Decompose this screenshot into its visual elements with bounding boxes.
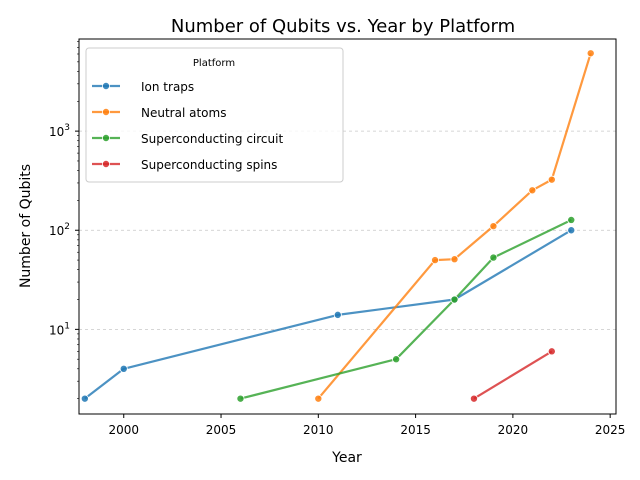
series-line-3 <box>473 350 553 400</box>
legend-marker-3 <box>102 159 111 168</box>
series-line-1 <box>317 52 592 400</box>
point-1-5 <box>547 175 556 184</box>
legend-label-3: Superconducting spins <box>141 158 277 172</box>
point-0-0 <box>80 394 89 403</box>
point-2-0 <box>236 394 245 403</box>
point-2-1 <box>392 355 401 364</box>
x-tick-label-1: 2005 <box>206 423 237 437</box>
point-2-4 <box>567 215 576 224</box>
point-1-2 <box>450 255 459 264</box>
chart-title: Number of Qubits vs. Year by Platform <box>171 16 515 37</box>
y-tick-label-0: 101 <box>49 321 70 337</box>
legend-label-2: Superconducting circuit <box>141 132 283 146</box>
x-tick-label-5: 2025 <box>595 423 626 437</box>
x-tick-label-3: 2015 <box>400 423 431 437</box>
legend-marker-1 <box>102 108 111 117</box>
legend-label-1: Neutral atoms <box>141 106 226 120</box>
point-1-6 <box>586 49 595 58</box>
legend-label-0: Ion traps <box>141 80 194 94</box>
series-2 <box>236 215 576 403</box>
legend-title: Platform <box>193 58 235 69</box>
y-axis-label: Number of Qubits <box>18 164 34 288</box>
legend: Platform Ion traps Neutral atoms Supercond… <box>85 47 344 183</box>
legend-box <box>85 47 344 183</box>
x-tick-label-0: 2000 <box>108 423 139 437</box>
series-line-2 <box>240 219 572 400</box>
point-0-2 <box>333 310 342 319</box>
legend-marker-2 <box>102 133 111 142</box>
series-1 <box>314 49 595 403</box>
plot-frame <box>78 38 617 415</box>
x-tick-label-2: 2010 <box>303 423 334 437</box>
legend-marker-0 <box>102 82 111 91</box>
x-axis-label: Year <box>331 450 362 466</box>
y-tick-label-1: 102 <box>49 222 70 238</box>
x-axis-ticks: 2000 2005 2010 2015 2020 2025 <box>108 414 625 437</box>
y-axis-ticks: 101 102 103 <box>49 41 79 399</box>
x-tick-label-4: 2020 <box>498 423 529 437</box>
point-0-1 <box>119 364 128 373</box>
point-2-2 <box>450 295 459 304</box>
y-tick-label-2: 103 <box>49 123 70 139</box>
series-layer <box>80 49 595 403</box>
point-1-0 <box>314 394 323 403</box>
legend-items: Ion traps Neutral atoms Superconducting ci… <box>92 80 283 172</box>
point-0-4 <box>567 226 576 235</box>
series-3 <box>469 347 556 403</box>
point-1-1 <box>431 256 440 265</box>
point-1-4 <box>528 186 537 195</box>
point-3-1 <box>547 347 556 356</box>
point-1-3 <box>489 222 498 231</box>
point-2-3 <box>489 253 498 262</box>
point-3-0 <box>469 394 478 403</box>
